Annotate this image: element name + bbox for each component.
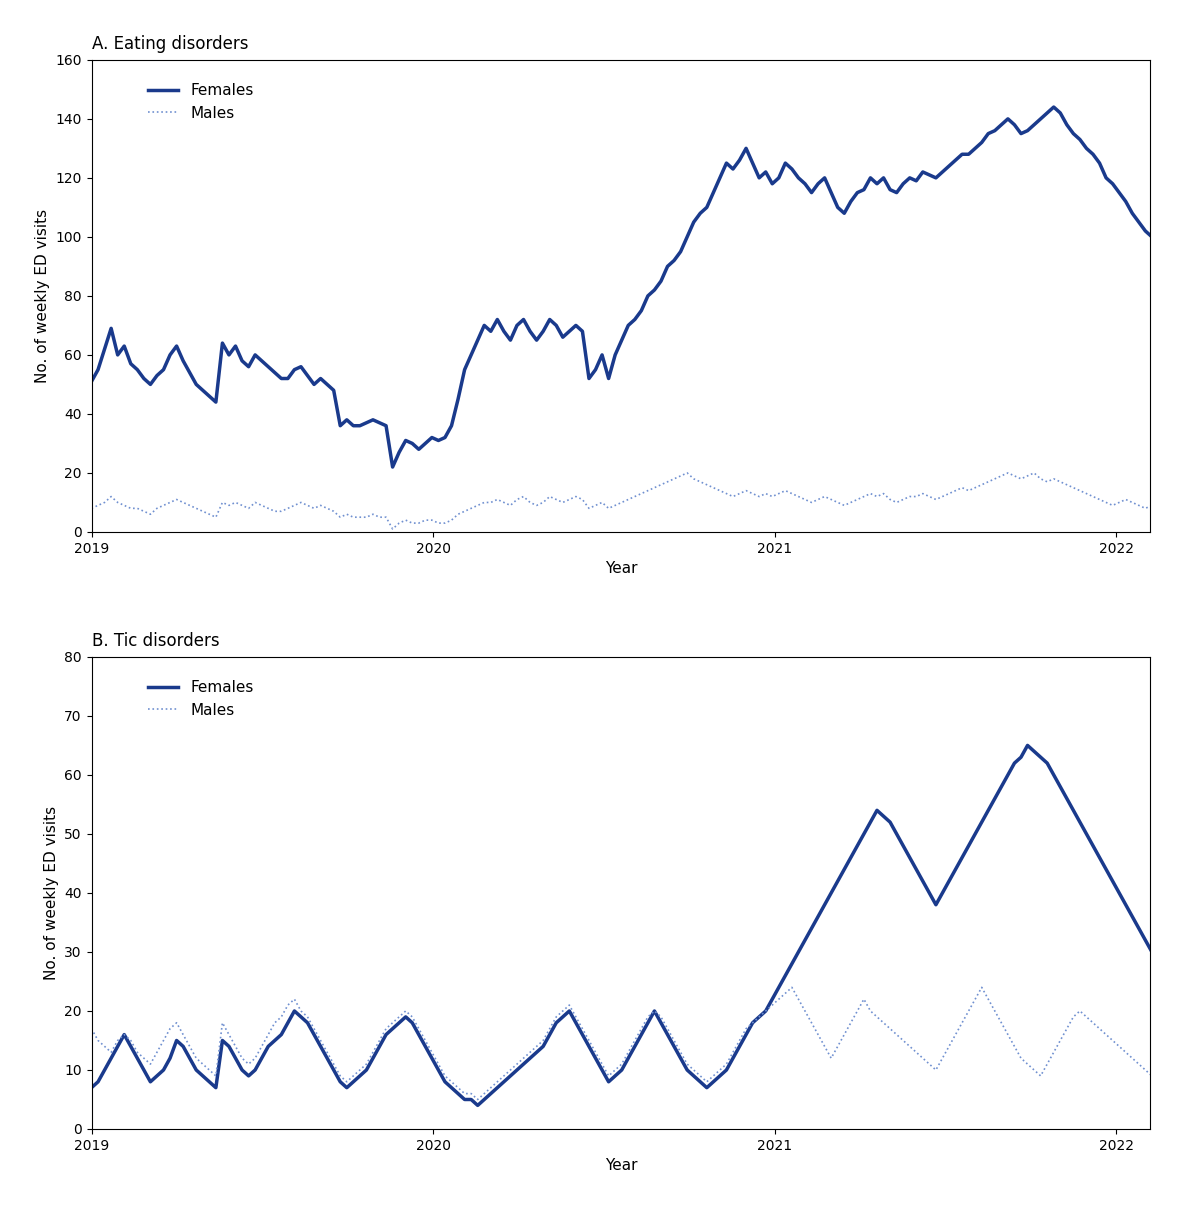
Females xyxy=(974,135,988,150)
Line: Males: Males xyxy=(91,987,1185,1099)
Females xyxy=(470,1098,485,1113)
Females xyxy=(792,945,806,959)
Females xyxy=(1020,738,1035,753)
Males xyxy=(903,1039,917,1053)
Line: Females: Females xyxy=(91,745,1185,1105)
Legend: Females, Males: Females, Males xyxy=(141,674,260,724)
Males xyxy=(84,501,98,516)
Males xyxy=(424,513,438,528)
Males xyxy=(798,1004,812,1018)
Females xyxy=(1059,117,1074,132)
Females xyxy=(424,430,438,445)
Text: B. Tic disorders: B. Tic disorders xyxy=(91,632,219,650)
Males xyxy=(182,498,197,512)
Females xyxy=(385,460,399,475)
Females xyxy=(84,1080,98,1094)
Females xyxy=(1046,100,1061,115)
Females xyxy=(84,374,98,389)
Females xyxy=(896,838,910,853)
X-axis label: Year: Year xyxy=(604,562,638,576)
Females xyxy=(562,324,576,338)
X-axis label: Year: Year xyxy=(604,1158,638,1173)
Y-axis label: No. of weekly ED visits: No. of weekly ED visits xyxy=(44,806,58,980)
Males xyxy=(1059,477,1074,492)
Line: Females: Females xyxy=(91,108,1185,467)
Legend: Females, Males: Females, Males xyxy=(141,77,260,127)
Males xyxy=(981,475,995,489)
Y-axis label: No. of weekly ED visits: No. of weekly ED visits xyxy=(34,209,50,383)
Males xyxy=(562,492,576,506)
Males xyxy=(84,1022,98,1036)
Females xyxy=(182,365,197,379)
Males xyxy=(470,1092,485,1107)
Text: A. Eating disorders: A. Eating disorders xyxy=(91,35,248,53)
Males xyxy=(385,522,399,536)
Males xyxy=(680,465,694,480)
Males xyxy=(784,980,799,994)
Line: Males: Males xyxy=(91,472,1185,529)
